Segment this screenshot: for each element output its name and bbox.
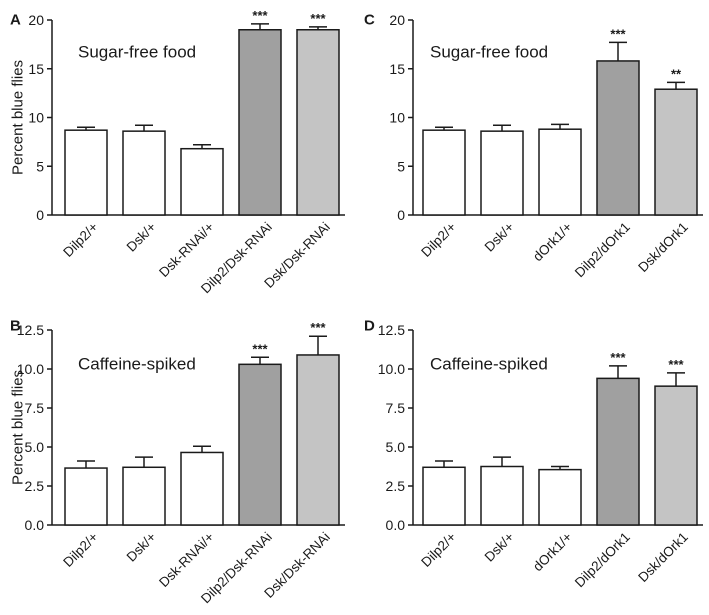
bar [180,451,224,526]
y-axis-label: Percent blue flies [10,60,27,175]
category-label: Dilp2/dOrk1 [572,219,633,280]
bar [596,377,640,526]
chart-annotation: Sugar-free food [430,43,548,62]
category-label: Dsk/dOrk1 [635,529,691,585]
category-label: Dsk/dOrk1 [635,219,691,275]
y-tick-label: 0.0 [25,517,45,533]
y-tick-label: 0.0 [386,517,406,533]
bar [64,467,108,526]
category-label: Dilp2/+ [418,219,459,260]
panel-letter: A [10,11,21,28]
bar [538,468,582,526]
bar [180,147,224,216]
y-tick-label: 7.5 [25,400,45,416]
significance-marker: ** [671,66,682,81]
chart-annotation: Sugar-free food [78,43,196,62]
category-label: Dsk-RNAi/+ [156,529,217,590]
panel-b: B 0.0 2.5 5.0 7.5 10.0 12.5 Percent blue flies C… [10,317,345,606]
panel-a: A 0 5 10 15 20 Percent blue flies Sugar-free fo… [10,8,345,296]
y-tick-label: 10 [389,110,405,126]
y-tick-label: 20 [28,12,44,28]
y-tick-label: 5.0 [25,439,45,455]
bar [480,130,524,216]
panel-letter: B [10,317,21,334]
category-label: Dsk/+ [482,529,517,564]
bar [654,88,698,216]
chart-annotation: Caffeine-spiked [78,355,196,374]
bar [122,466,166,526]
bar [538,128,582,216]
category-label: dOrk1/+ [530,529,575,574]
panel-c: C 0 5 10 15 20 Sugar-free food Dilp2/+ Dsk/+ dOrk… [364,11,703,280]
bar [296,29,340,216]
panel-d: D 0.0 2.5 5.0 7.5 10.0 12.5 Caffeine-spiked Dilp… [364,317,703,590]
bar [422,129,466,216]
y-tick-label: 10 [28,110,44,126]
y-tick-label: 15 [389,61,405,77]
significance-marker: *** [610,26,626,41]
bar [422,466,466,526]
category-label: Dsk/+ [124,529,159,564]
y-tick-label: 0 [36,207,44,223]
category-label: Dilp2/+ [60,529,101,570]
y-tick-label: 2.5 [25,478,45,494]
bar [238,29,282,216]
y-tick-label: 0 [397,207,405,223]
bar [654,385,698,526]
significance-marker: *** [610,350,626,365]
significance-marker: *** [310,320,326,335]
bar [296,354,340,526]
bar [238,363,282,526]
category-label: Dsk/+ [482,219,517,254]
panel-letter: D [364,317,375,334]
y-tick-label: 7.5 [386,400,406,416]
panel-letter: C [364,11,375,28]
y-tick-label: 12.5 [378,322,405,338]
y-tick-label: 2.5 [386,478,406,494]
y-tick-label: 5 [397,158,405,174]
category-label: Dsk/+ [124,219,159,254]
y-axis-label: Percent blue flies [10,370,27,485]
bar [122,130,166,216]
y-tick-label: 5.0 [386,439,406,455]
bar [480,465,524,526]
y-tick-label: 5 [36,158,44,174]
category-label: Dilp2/+ [418,529,459,570]
significance-marker: *** [310,11,326,26]
y-tick-label: 12.5 [17,322,44,338]
category-label: Dilp2/+ [60,219,101,260]
significance-marker: *** [252,341,268,356]
bar [596,60,640,216]
chart-annotation: Caffeine-spiked [430,355,548,374]
category-label: dOrk1/+ [530,219,575,264]
y-tick-label: 15 [28,61,44,77]
category-label: Dilp2/dOrk1 [572,529,633,590]
category-label: Dsk-RNAi/+ [156,219,217,280]
bar [64,129,108,216]
significance-marker: *** [252,8,268,23]
y-tick-label: 20 [389,12,405,28]
significance-marker: *** [668,357,684,372]
y-tick-label: 10.0 [378,361,405,377]
y-tick-label: 10.0 [17,361,44,377]
